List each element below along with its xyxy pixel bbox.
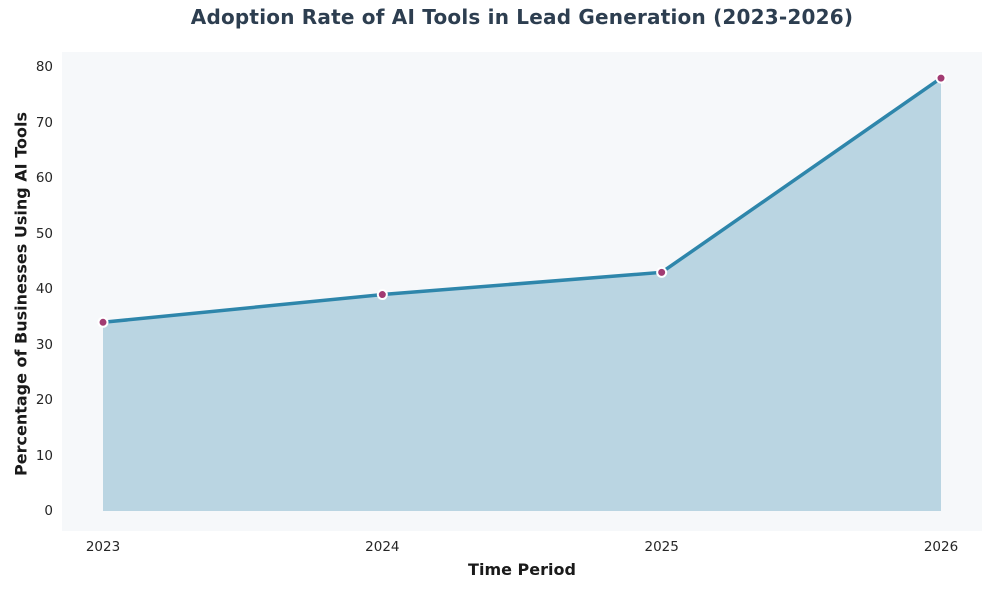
x-tick-label: 2023 bbox=[85, 539, 121, 555]
x-tick-label: 2025 bbox=[644, 539, 679, 555]
area-line-chart bbox=[97, 72, 947, 511]
y-tick-label: 10 bbox=[35, 447, 53, 464]
data-point-2024 bbox=[376, 289, 388, 301]
y-tick-label: 40 bbox=[35, 281, 53, 297]
trend-line bbox=[102, 76, 942, 325]
area-fill bbox=[103, 78, 941, 511]
y-tick-label: 80 bbox=[35, 59, 53, 75]
x-tick-label: 2026 bbox=[923, 539, 959, 555]
y-tick-label: 70 bbox=[35, 114, 53, 131]
data-point-2023 bbox=[97, 316, 109, 328]
chart-title: Adoption Rate of AI Tools in Lead Genera… bbox=[190, 5, 854, 29]
y-tick-label: 30 bbox=[35, 336, 53, 353]
y-tick-label: 50 bbox=[35, 225, 53, 242]
plot-area bbox=[62, 52, 982, 531]
x-tick-label: 2024 bbox=[365, 539, 400, 555]
data-point-2025 bbox=[656, 266, 668, 278]
y-tick-label: 60 bbox=[35, 170, 53, 186]
y-tick-label: 20 bbox=[35, 392, 53, 408]
data-point-2026 bbox=[935, 72, 947, 84]
x-axis-label: Time Period bbox=[468, 560, 576, 579]
y-tick-label: 0 bbox=[44, 503, 53, 519]
